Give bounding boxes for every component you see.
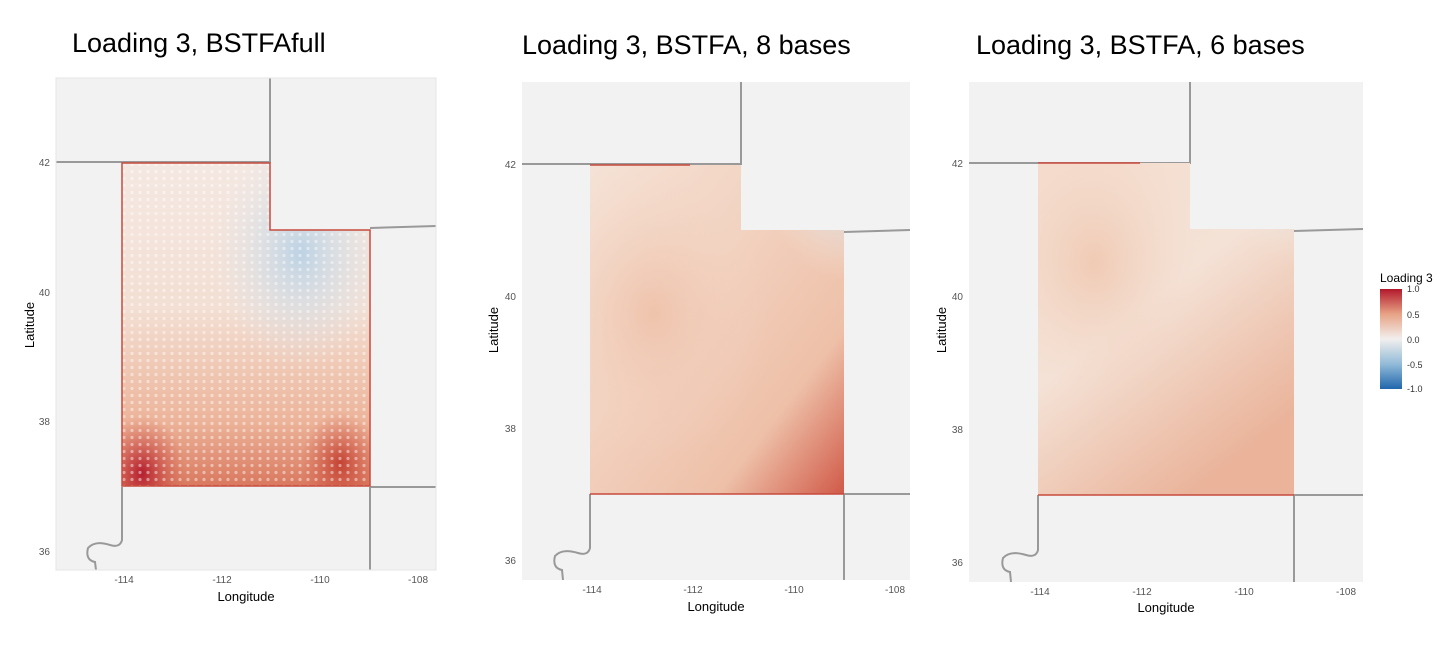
y-axis-label: Latitude	[22, 302, 37, 348]
y-axis-label: Latitude	[934, 307, 949, 353]
map-layer	[522, 82, 910, 580]
panel-title-8-bases: Loading 3, BSTFA, 8 bases	[522, 30, 851, 60]
x-axis: -114 -112 -110 -108 Longitude	[114, 575, 428, 604]
x-tick-label: -108	[885, 585, 905, 596]
x-axis-label: Longitude	[1137, 600, 1194, 615]
x-tick-label: -112	[683, 585, 703, 596]
panel-8-bases: Loading 3, BSTFA, 8 bases 42 40 38 36 La…	[486, 30, 910, 614]
panel-title-6-bases: Loading 3, BSTFA, 6 bases	[976, 30, 1305, 60]
panel-full: Loading 3, BSTFAfull 42 40 38 36 Latitud…	[22, 28, 437, 604]
legend-tick: 1.0	[1407, 284, 1420, 294]
x-tick-label: -114	[1030, 587, 1050, 598]
utah-outline	[590, 164, 844, 495]
color-legend: Loading 3 1.0 0.5 0.0 -0.5 -1.0	[1380, 271, 1433, 394]
y-tick-label: 40	[505, 292, 517, 303]
y-tick-label: 42	[952, 159, 964, 170]
x-tick-label: -112	[212, 575, 232, 586]
legend-title: Loading 3	[1380, 271, 1433, 285]
y-tick-label: 38	[505, 424, 517, 435]
legend-tick: -1.0	[1407, 384, 1423, 394]
x-tick-label: -110	[1234, 587, 1254, 598]
legend-colorbar	[1380, 289, 1402, 389]
panel-frame	[55, 77, 437, 571]
legend-tick: -0.5	[1407, 360, 1423, 370]
y-axis: 42 40 38 36 Latitude	[486, 160, 516, 567]
legend-tick: 0.5	[1407, 310, 1420, 320]
panel-6-bases: Loading 3, BSTFA, 6 bases 42 40 38 36 La…	[934, 30, 1363, 615]
x-axis: -114 -112 -110 -108 Longitude	[582, 585, 905, 614]
x-axis-label: Longitude	[687, 599, 744, 614]
y-tick-label: 36	[952, 558, 964, 569]
y-tick-label: 42	[39, 158, 51, 169]
x-axis-label: Longitude	[217, 589, 274, 604]
map-layer	[56, 78, 436, 570]
y-axis: 42 40 38 36 Latitude	[934, 159, 963, 569]
map-layer	[969, 82, 1363, 582]
y-tick-label: 36	[505, 556, 517, 567]
x-tick-label: -110	[784, 585, 804, 596]
y-tick-label: 38	[952, 425, 964, 436]
x-tick-label: -114	[582, 585, 602, 596]
x-tick-label: -114	[114, 575, 134, 586]
panel-title-full: Loading 3, BSTFAfull	[72, 28, 326, 58]
utah-outline	[121, 162, 371, 487]
y-tick-label: 40	[39, 288, 51, 299]
x-tick-label: -108	[1336, 587, 1356, 598]
legend-tick: 0.0	[1407, 335, 1420, 345]
y-axis: 42 40 38 36 Latitude	[22, 158, 50, 558]
x-tick-label: -108	[408, 575, 428, 586]
y-tick-label: 38	[39, 417, 51, 428]
utah-outline	[1038, 162, 1294, 496]
x-tick-label: -110	[310, 575, 330, 586]
x-tick-label: -112	[1132, 587, 1152, 598]
y-tick-label: 42	[505, 160, 517, 171]
y-tick-label: 36	[39, 547, 51, 558]
y-axis-label: Latitude	[486, 307, 501, 353]
x-axis: -114 -112 -110 -108 Longitude	[1030, 587, 1356, 615]
y-tick-label: 40	[952, 292, 964, 303]
